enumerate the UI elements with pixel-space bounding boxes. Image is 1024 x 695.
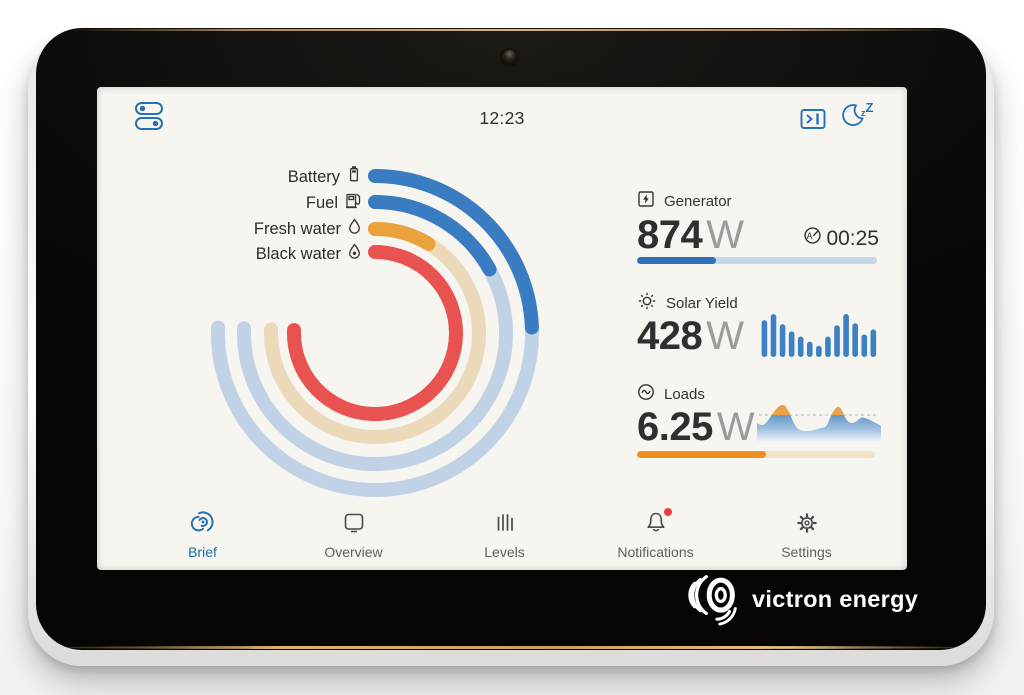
gear-svg bbox=[796, 513, 817, 533]
loads-panel-header[interactable]: Loads bbox=[637, 383, 705, 405]
gauge-label-black-water: Black water bbox=[129, 243, 361, 265]
gauge-label-fuel: Fuel bbox=[129, 192, 361, 214]
tab-brief[interactable]: Brief bbox=[127, 509, 278, 566]
tab-settings-label: Settings bbox=[781, 544, 832, 560]
gauge-label-text: Black water bbox=[255, 244, 341, 263]
generator-progress bbox=[637, 257, 877, 264]
auto-run-icon: A bbox=[803, 226, 822, 251]
loads-label: Loads bbox=[664, 385, 705, 403]
toggles-menu-button[interactable] bbox=[133, 101, 165, 131]
loads-progress bbox=[637, 451, 875, 458]
display-sleep-button[interactable]: z Z bbox=[842, 100, 875, 132]
tab-settings[interactable]: Settings bbox=[731, 512, 882, 566]
display-sleep-icon: z Z bbox=[842, 100, 875, 136]
notification-badge bbox=[663, 508, 672, 516]
solar-unit: W bbox=[706, 314, 744, 358]
generator-timer-text: 00:25 bbox=[826, 226, 879, 250]
generator-value: 874 W bbox=[637, 213, 744, 258]
tank-gauge bbox=[211, 169, 539, 497]
remote-console-button[interactable] bbox=[800, 108, 827, 130]
tab-overview-label: Overview bbox=[324, 544, 383, 560]
sun-icon bbox=[637, 291, 657, 315]
solar-label: Solar Yield bbox=[666, 294, 738, 312]
svg-text:Z: Z bbox=[866, 102, 874, 115]
levels-icon bbox=[493, 511, 517, 540]
toggles-icon bbox=[133, 102, 165, 135]
tab-notifications-label: Notifications bbox=[617, 544, 694, 560]
clock: 12:23 bbox=[479, 108, 525, 128]
solar-bar-chart bbox=[761, 314, 877, 357]
tab-brief-label: Brief bbox=[188, 544, 217, 560]
loads-watts: 6.25 bbox=[637, 405, 713, 449]
gauge-label-fresh-water: Fresh water bbox=[129, 218, 361, 240]
tab-notifications[interactable]: Notifications bbox=[580, 508, 731, 566]
tab-bar: Brief Overview bbox=[127, 508, 882, 566]
camera-dot bbox=[502, 50, 517, 65]
brief-swirl-icon bbox=[190, 509, 216, 540]
droplet-icon bbox=[348, 218, 361, 240]
solar-value: 428 W bbox=[637, 314, 744, 359]
loads-unit: W bbox=[716, 405, 755, 449]
gear-icon bbox=[795, 511, 819, 540]
loads-area-chart bbox=[757, 404, 881, 441]
generator-unit: W bbox=[706, 213, 744, 257]
tab-overview[interactable]: Overview bbox=[278, 512, 429, 566]
gauge-label-text: Battery bbox=[287, 167, 340, 186]
overview-icon bbox=[342, 511, 366, 540]
bell-icon bbox=[644, 508, 672, 540]
generator-label: Generator bbox=[664, 192, 732, 210]
brand-text: victron energy bbox=[752, 586, 919, 612]
generator-progress-fill bbox=[637, 257, 717, 264]
gauge-label-text: Fresh water bbox=[253, 219, 341, 238]
loads-progress-fill bbox=[637, 451, 766, 458]
svg-text:z: z bbox=[861, 108, 866, 118]
generator-watts: 874 bbox=[637, 213, 703, 257]
generator-panel-header[interactable]: Generator bbox=[637, 190, 732, 212]
remote-console-icon bbox=[800, 109, 827, 134]
gauge-label-battery: Battery bbox=[129, 166, 361, 188]
brand: victron energy bbox=[686, 568, 918, 631]
device-bezel: 12:23 z Z Battery bbox=[36, 28, 986, 650]
gauge-label-text: Fuel bbox=[305, 193, 338, 212]
ac-loads-icon bbox=[637, 383, 655, 405]
generator-timer: A 00:25 bbox=[752, 226, 879, 251]
tab-levels[interactable]: Levels bbox=[429, 512, 580, 566]
settings-gear-teeth bbox=[796, 513, 817, 533]
fuel-pump-icon bbox=[345, 192, 361, 214]
droplet-dark-icon bbox=[348, 243, 361, 265]
solar-panel-header[interactable]: Solar Yield bbox=[637, 291, 738, 315]
tab-levels-label: Levels bbox=[484, 544, 525, 560]
victron-swirl-logo-icon bbox=[686, 568, 744, 631]
solar-watts: 428 bbox=[637, 314, 703, 358]
screen: 12:23 z Z Battery bbox=[97, 87, 907, 570]
loads-value: 6.25 W bbox=[637, 405, 755, 450]
generator-icon bbox=[637, 190, 655, 212]
battery-icon bbox=[347, 166, 361, 188]
svg-text:A: A bbox=[807, 231, 813, 241]
